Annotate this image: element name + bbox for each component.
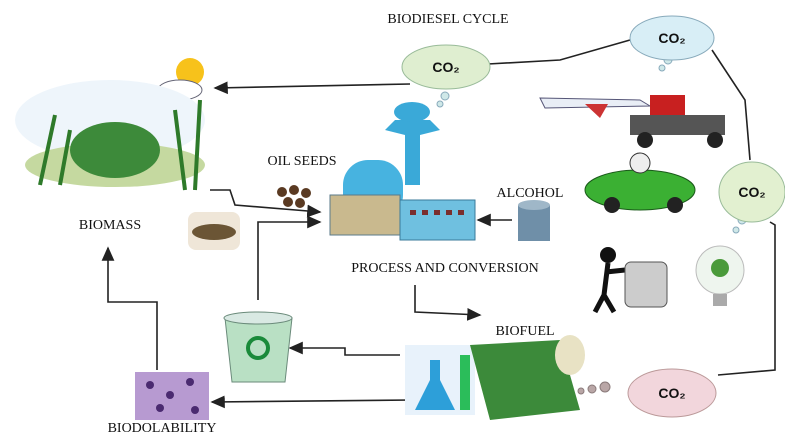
diagram: BIODIESEL CYCLE CO₂ CO₂ CO₂ CO₂ BIOMASS … (0, 0, 785, 436)
recycle-bin (224, 312, 292, 382)
biomass-image (15, 80, 205, 190)
cloud: CO₂ (628, 369, 716, 417)
cloud: CO₂ (630, 16, 714, 60)
person-radiator (595, 247, 667, 312)
biofuel-mat (470, 335, 585, 420)
title: BIODIESEL CYCLE (387, 12, 508, 27)
biomass-label: BIOMASS (79, 218, 141, 233)
co2-label: CO₂ (658, 385, 685, 401)
factory (330, 102, 475, 240)
oil-seeds-label: OIL SEEDS (267, 154, 336, 169)
barrel (518, 200, 550, 241)
alcohol-label: ALCOHOL (497, 186, 564, 201)
bulb (696, 246, 744, 306)
process-label: PROCESS AND CONVERSION (351, 261, 538, 276)
lab-flasks (405, 345, 475, 415)
biodolability-label: BIODOLABILITY (108, 421, 217, 436)
co2-label: CO₂ (432, 59, 459, 75)
cloud: CO₂ (719, 162, 785, 222)
cloud: CO₂ (402, 45, 490, 89)
co2-label: CO₂ (658, 30, 685, 46)
co2-label: CO₂ (738, 184, 765, 200)
biofuel-label: BIOFUEL (495, 324, 554, 339)
car (585, 153, 695, 213)
seed-pods (188, 212, 240, 250)
biodolability-image (135, 372, 209, 420)
seeds (277, 185, 311, 208)
